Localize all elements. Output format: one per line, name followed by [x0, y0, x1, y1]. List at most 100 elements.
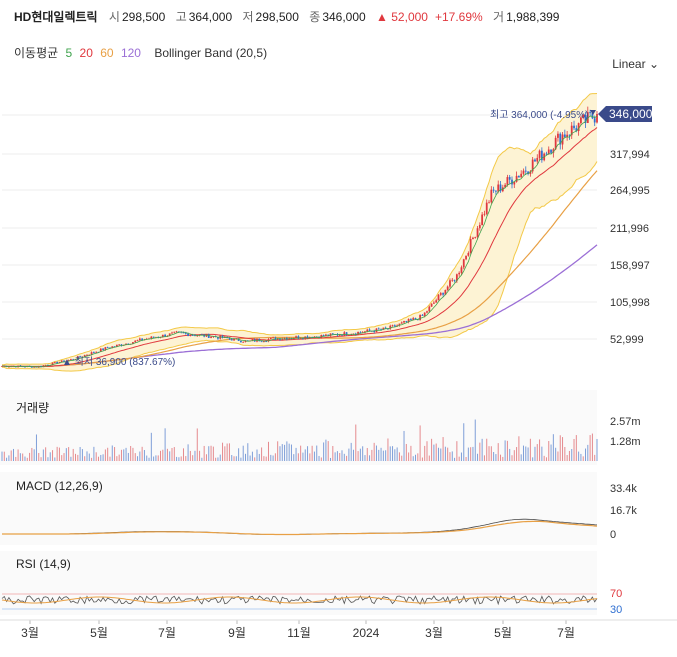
volume-bar: [444, 446, 446, 461]
volume-bar: [497, 443, 499, 461]
volume-bar: [210, 445, 212, 461]
candle-body: [72, 359, 75, 361]
candle-body: [86, 354, 88, 356]
volume-bar: [24, 456, 26, 461]
volume-bar: [12, 448, 14, 461]
volume-bar: [297, 453, 299, 461]
candle-body: [536, 157, 539, 162]
candle-body: [306, 336, 309, 339]
candle-body: [276, 338, 279, 340]
volume-bar: [56, 446, 58, 461]
volume-bar: [185, 456, 187, 461]
volume-bar: [575, 435, 577, 461]
volume-bar: [502, 456, 504, 461]
candle-body: [455, 274, 458, 281]
candle-body: [517, 175, 520, 178]
ma60-label[interactable]: 60: [100, 46, 114, 60]
volume-bar: [215, 457, 217, 461]
volume-bar: [77, 454, 79, 461]
candle-body: [428, 306, 431, 312]
volume-bar: [109, 456, 111, 461]
volume-bar: [102, 454, 104, 461]
scale-toggle[interactable]: Linear ⌄: [612, 57, 659, 71]
candle-body: [559, 133, 562, 145]
volume-bar: [541, 446, 543, 461]
volume-bar: [245, 453, 247, 461]
ma120-label[interactable]: 120: [120, 46, 141, 60]
volume-bar: [281, 444, 283, 461]
volume-bar: [506, 440, 508, 461]
bollinger-label[interactable]: Bollinger Band (20,5): [154, 46, 268, 60]
candle-body: [76, 356, 79, 360]
bollinger-band-fill: [2, 93, 597, 372]
volume-bar: [302, 452, 304, 461]
candle-body: [138, 338, 141, 341]
candle-body: [554, 137, 557, 150]
volume-bar: [8, 455, 10, 461]
ma20-label[interactable]: 20: [79, 46, 93, 60]
macd-panel-title: MACD (12,26,9): [16, 479, 103, 493]
candle-body: [118, 344, 121, 346]
volume-bar: [396, 447, 398, 461]
volume-bar: [378, 449, 380, 461]
volume-bar: [107, 447, 109, 461]
candle-body: [527, 171, 529, 174]
candle-body: [322, 334, 325, 336]
rsi-axis-label: 30: [610, 604, 622, 616]
volume-bar: [95, 452, 97, 461]
macd-signal-line: [2, 520, 598, 536]
volume-bar: [157, 455, 159, 461]
volume-bar: [116, 456, 118, 461]
volume-bar: [359, 448, 361, 461]
volume-bar: [173, 447, 175, 461]
volume-bar: [222, 442, 224, 461]
volume-bar: [543, 455, 545, 461]
ma5-label[interactable]: 5: [65, 46, 73, 60]
volume-bar: [334, 452, 336, 461]
open-price: 298,500: [121, 10, 166, 24]
volume-bar: [150, 432, 152, 461]
volume-bar: [52, 450, 54, 461]
volume-bar: [104, 449, 106, 461]
candle-body: [439, 293, 442, 295]
close-price: 346,000: [322, 10, 366, 24]
candle-body: [217, 337, 219, 339]
volume-bar: [398, 452, 400, 461]
candle-body: [568, 134, 571, 136]
candle-body: [1, 366, 3, 367]
volume-bar: [47, 457, 49, 461]
candle-body: [534, 159, 536, 162]
macd-axis-label: 16.7k: [610, 505, 637, 517]
candle-body: [432, 302, 435, 304]
candle-body: [357, 331, 359, 335]
panel-background: [0, 390, 597, 465]
candle-body: [474, 237, 477, 238]
candle-body: [281, 338, 284, 340]
volume-panel-title: 거래량: [16, 401, 50, 415]
candle-body: [33, 366, 36, 368]
volume-bar: [86, 451, 88, 461]
candle-body: [563, 134, 566, 138]
volume-bar: [483, 455, 485, 461]
candle-body: [377, 328, 380, 330]
candle-body: [51, 362, 54, 365]
volume-bar: [274, 453, 276, 461]
x-axis-label: 7월: [158, 626, 176, 640]
current-price-label: 346,000: [609, 107, 653, 121]
volume-bar: [199, 450, 201, 461]
candle-body: [242, 341, 245, 343]
volume-bar: [155, 455, 157, 461]
volume-bar: [460, 452, 462, 461]
volume-bar: [6, 457, 8, 461]
volume-bar: [120, 449, 122, 461]
candle-body: [161, 334, 164, 338]
candle-body: [589, 112, 592, 114]
ma5-line: [2, 115, 598, 368]
candle-body: [462, 259, 465, 268]
volume-bar: [566, 455, 568, 461]
candle-body: [65, 360, 68, 362]
volume-bar: [118, 454, 120, 461]
candle-body: [490, 189, 493, 203]
volume-bar: [38, 452, 40, 461]
